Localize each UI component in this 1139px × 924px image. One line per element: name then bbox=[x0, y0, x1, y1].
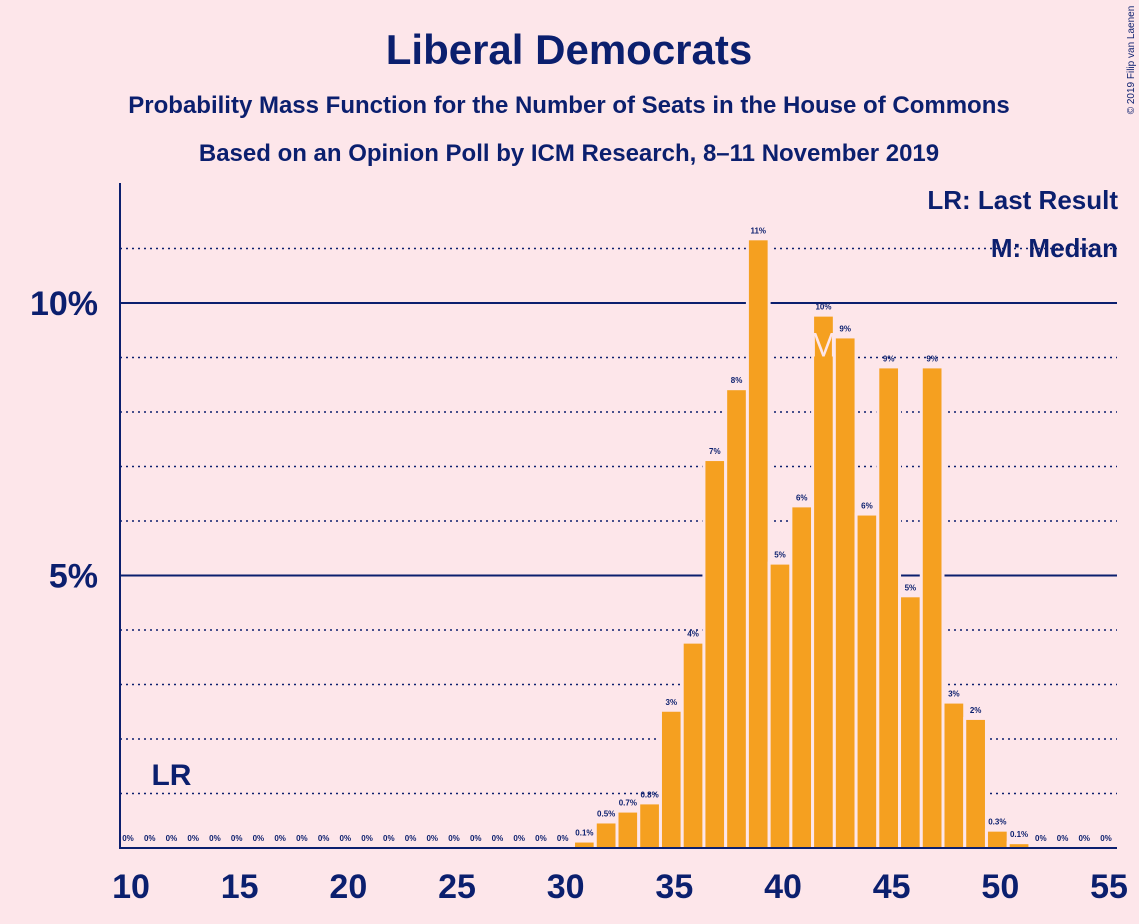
bar-value-label: 0% bbox=[426, 834, 438, 843]
bar-value-label: 9% bbox=[926, 354, 938, 363]
bar bbox=[966, 719, 985, 848]
bar-value-label: 0% bbox=[166, 834, 178, 843]
bar bbox=[922, 368, 942, 848]
bar bbox=[683, 643, 703, 848]
copyright-notice: © 2019 Filip van Laenen bbox=[1126, 6, 1137, 115]
bar bbox=[618, 812, 638, 848]
bar-value-label: 10% bbox=[815, 303, 831, 312]
bar-value-label: 0% bbox=[535, 834, 547, 843]
bar-value-label: 3% bbox=[948, 690, 960, 699]
bar-value-label: 0% bbox=[1057, 834, 1069, 843]
bar-value-label: 3% bbox=[666, 698, 678, 707]
x-tick-label: 30 bbox=[547, 868, 585, 906]
bar-value-label: 0% bbox=[122, 834, 134, 843]
bar-value-label: 0.1% bbox=[1010, 830, 1028, 839]
y-tick-label: 5% bbox=[49, 558, 98, 596]
legend-last-result: LR: Last Result bbox=[927, 185, 1118, 215]
bar-value-label: 0% bbox=[253, 834, 265, 843]
x-tick-label: 10 bbox=[112, 868, 150, 906]
bar-value-label: 8% bbox=[731, 376, 743, 385]
bar bbox=[596, 823, 616, 848]
x-tick-label: 35 bbox=[655, 868, 693, 906]
chart-subtitle: Probability Mass Function for the Number… bbox=[128, 92, 1009, 119]
x-tick-label: 50 bbox=[981, 868, 1019, 906]
bar-value-label: 0% bbox=[231, 834, 243, 843]
bars bbox=[572, 237, 1032, 848]
bar-value-label: 0% bbox=[340, 834, 352, 843]
bar-value-label: 0.5% bbox=[597, 809, 615, 818]
bar-value-label: 0.1% bbox=[575, 829, 593, 838]
bar bbox=[857, 515, 877, 848]
bar-value-label: 7% bbox=[709, 447, 721, 456]
bar-value-label: 5% bbox=[774, 551, 786, 560]
bar-value-label: 0.7% bbox=[619, 799, 637, 808]
bar-value-label: 6% bbox=[861, 502, 873, 511]
bar-value-label: 0% bbox=[318, 834, 330, 843]
bar-value-label: 0% bbox=[361, 834, 373, 843]
bar bbox=[1009, 844, 1029, 848]
bar-value-label: 0% bbox=[1078, 834, 1090, 843]
bar-value-label: 0.3% bbox=[988, 818, 1006, 827]
bar-value-label: 0% bbox=[274, 834, 286, 843]
bar-value-label: 0% bbox=[1100, 834, 1112, 843]
bar bbox=[727, 390, 746, 848]
bar-value-label: 5% bbox=[905, 583, 917, 592]
bar-value-label: 0% bbox=[470, 834, 482, 843]
chart-subtitle-poll: Based on an Opinion Poll by ICM Research… bbox=[199, 140, 939, 167]
x-tick-label: 55 bbox=[1090, 868, 1128, 906]
bar-value-label: 0% bbox=[448, 834, 460, 843]
bar-value-label: 0% bbox=[492, 834, 504, 843]
x-tick-label: 40 bbox=[764, 868, 802, 906]
bar bbox=[814, 316, 833, 848]
bar-value-label: 0.8% bbox=[640, 790, 658, 799]
gridlines: 5% 10% bbox=[30, 247, 1117, 795]
bar bbox=[705, 461, 725, 848]
bar bbox=[901, 597, 920, 848]
x-tick-label: 20 bbox=[329, 868, 367, 906]
bar-value-label: 0% bbox=[513, 834, 525, 843]
bar-value-label: 11% bbox=[750, 226, 766, 235]
bar-value-label: 9% bbox=[883, 354, 895, 363]
bar-value-label: 9% bbox=[839, 324, 851, 333]
bar bbox=[879, 368, 899, 848]
bar bbox=[835, 338, 855, 848]
bar-value-label: 0% bbox=[405, 834, 417, 843]
last-result-marker: LR bbox=[151, 759, 191, 792]
bar bbox=[987, 831, 1007, 848]
x-tick-label: 15 bbox=[221, 868, 259, 906]
x-tick-label: 25 bbox=[438, 868, 476, 906]
bar-value-label: 2% bbox=[970, 706, 982, 715]
x-tick-label: 45 bbox=[873, 868, 911, 906]
bar bbox=[748, 240, 768, 848]
chart-title: Liberal Democrats bbox=[386, 26, 752, 73]
bar-value-label: 0% bbox=[209, 834, 221, 843]
bar-value-label: 0% bbox=[1035, 834, 1047, 843]
bar-value-label: 0% bbox=[187, 834, 199, 843]
bar bbox=[770, 564, 790, 848]
bar-value-label: 4% bbox=[687, 630, 699, 639]
bar bbox=[944, 703, 964, 848]
bar-value-label: 0% bbox=[296, 834, 308, 843]
bar bbox=[575, 842, 594, 848]
bar-labels: 0% 0% 0% 0% 0% 0% 0% 0% 0% 0% 0% 0% 0% 0% 0% 0% 0% 0% 0% 0%… bbox=[122, 226, 1112, 843]
bar bbox=[640, 804, 659, 848]
bar-value-label: 6% bbox=[796, 493, 808, 502]
y-tick-label: 10% bbox=[30, 285, 98, 323]
bar bbox=[792, 507, 812, 848]
bar bbox=[661, 711, 681, 848]
median-marker: M bbox=[809, 327, 837, 365]
axes: 10 15 20 25 30 35 40 45 50 55 bbox=[112, 183, 1128, 906]
legend-median: M: Median bbox=[991, 233, 1118, 263]
bar-value-label: 0% bbox=[383, 834, 395, 843]
bar-value-label: 0% bbox=[144, 834, 156, 843]
bar-value-label: 0% bbox=[557, 834, 569, 843]
